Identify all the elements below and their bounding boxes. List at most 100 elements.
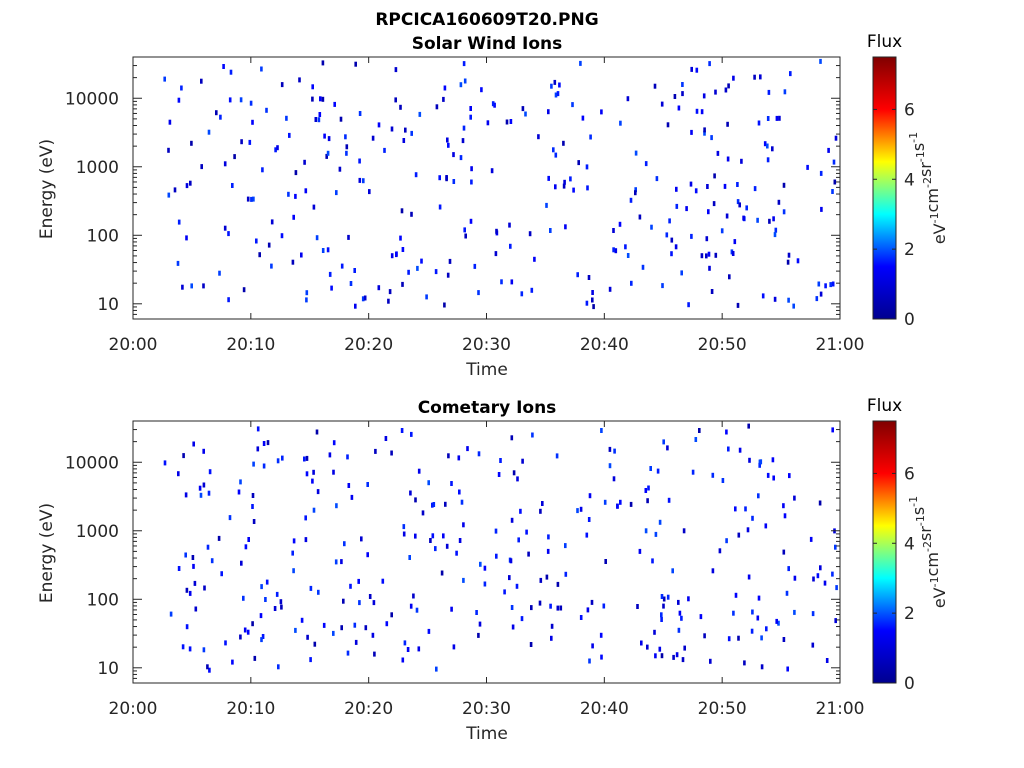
spectrogram-cell bbox=[585, 300, 589, 306]
spectrogram-cell bbox=[753, 74, 756, 80]
spectrogram-cell bbox=[681, 82, 684, 87]
spectrogram-cell bbox=[448, 258, 452, 264]
spectrogram-cell bbox=[793, 609, 796, 615]
spectrogram-cell bbox=[815, 296, 819, 302]
spectrogram-cell bbox=[658, 519, 662, 525]
spectrogram-cell bbox=[163, 76, 166, 82]
spectrogram-cell bbox=[672, 654, 675, 660]
spectrogram-cell bbox=[691, 469, 695, 475]
spectrogram-cell bbox=[270, 219, 274, 225]
spectrogram-cell bbox=[217, 535, 221, 541]
spectrogram-cell bbox=[202, 647, 206, 653]
colorbar-label: Flux bbox=[867, 396, 902, 416]
spectrogram-cell bbox=[390, 450, 393, 456]
spectrogram-cell bbox=[662, 596, 666, 602]
spectrogram-cell bbox=[725, 429, 728, 435]
spectrogram-cell bbox=[390, 612, 393, 618]
spectrogram-cell bbox=[759, 74, 762, 80]
spectrogram-cell bbox=[192, 441, 195, 447]
spectrogram-cell bbox=[275, 591, 279, 597]
panel-title: Solar Wind Ions bbox=[412, 34, 563, 54]
spectrogram-cell bbox=[200, 164, 203, 170]
spectrogram-cell bbox=[644, 528, 648, 534]
spectrogram-cell bbox=[738, 202, 741, 208]
spectrogram-cell bbox=[748, 457, 751, 463]
spectrogram-cell bbox=[528, 231, 532, 237]
spectrogram-cell bbox=[287, 191, 290, 197]
spectrogram-cell bbox=[463, 227, 466, 233]
spectrogram-cell bbox=[711, 568, 715, 574]
spectrogram-cell bbox=[332, 469, 335, 475]
spectrogram-cell bbox=[215, 110, 218, 116]
spectrogram-cell bbox=[353, 622, 357, 628]
spectrogram-cell bbox=[332, 440, 336, 446]
spectrogram-cell bbox=[321, 96, 325, 102]
spectrogram-cell bbox=[647, 485, 650, 491]
spectrogram-cell bbox=[203, 585, 206, 591]
spectrogram-cell bbox=[190, 283, 193, 289]
spectrogram-cell bbox=[783, 89, 787, 95]
spectrogram-cell bbox=[726, 156, 730, 162]
spectrogram-cell bbox=[280, 233, 284, 239]
spectrogram-cell bbox=[477, 290, 480, 296]
spectrogram-cell bbox=[626, 253, 630, 258]
spectrogram-cell bbox=[515, 583, 519, 589]
spectrogram-cell bbox=[734, 506, 737, 512]
spectrogram-cell bbox=[312, 507, 316, 513]
spectrogram-cell bbox=[508, 222, 511, 228]
spectrogram-cell bbox=[591, 643, 594, 649]
spectrogram-cell bbox=[603, 499, 607, 505]
spectrogram-cell bbox=[363, 295, 367, 301]
spectrogram-cell bbox=[742, 215, 745, 221]
spectrogram-cell bbox=[332, 630, 335, 636]
spectrogram-cell bbox=[661, 283, 664, 289]
spectrogram-cell bbox=[452, 644, 456, 650]
spectrogram-cell bbox=[252, 196, 255, 202]
spectrogram-cell bbox=[520, 616, 524, 622]
spectrogram-cell bbox=[255, 238, 258, 244]
spectrogram-cell bbox=[189, 180, 192, 186]
spectrogram-cell bbox=[834, 544, 837, 550]
spectrogram-cell bbox=[505, 119, 509, 125]
spectrogram-cell bbox=[223, 225, 227, 231]
spectrogram-cell bbox=[757, 493, 760, 499]
spectrogram-cell bbox=[228, 97, 232, 103]
spectrogram-cell bbox=[407, 269, 410, 275]
spectrogram-cell bbox=[251, 493, 255, 498]
spectrogram-cell bbox=[455, 550, 458, 556]
spectrogram-cell bbox=[366, 552, 369, 558]
spectrogram-cell bbox=[311, 96, 314, 102]
spectrogram-cell bbox=[401, 281, 404, 287]
spectrogram-cell bbox=[292, 538, 296, 544]
colorbar-tick-label: 4 bbox=[904, 534, 915, 554]
spectrogram-cell bbox=[368, 594, 372, 599]
spectrogram-cell bbox=[319, 96, 322, 102]
unit-base: cm bbox=[923, 188, 942, 212]
x-tick-label: 20:20 bbox=[344, 699, 393, 719]
spectrogram-cell bbox=[227, 297, 230, 303]
spectrogram-cell bbox=[399, 235, 402, 241]
spectrogram-cell bbox=[410, 431, 413, 437]
spectrogram-cell bbox=[202, 283, 205, 289]
spectrogram-cell bbox=[303, 456, 306, 462]
spectrogram-cell bbox=[687, 302, 690, 308]
spectrogram-cell bbox=[438, 204, 442, 210]
spectrogram-cell bbox=[650, 224, 653, 230]
spectrogram-cell bbox=[503, 589, 506, 595]
spectrogram-cell bbox=[694, 188, 698, 194]
spectrogram-cell bbox=[614, 248, 618, 254]
spectrogram-cell bbox=[256, 446, 260, 452]
spectrogram-cell bbox=[516, 476, 519, 482]
spectrogram-cell bbox=[400, 428, 404, 433]
spectrogram-cell bbox=[435, 666, 438, 672]
spectrogram-cell bbox=[539, 577, 543, 583]
spectrogram-cell bbox=[600, 428, 603, 433]
spectrogram-cell bbox=[549, 603, 552, 609]
spectrogram-cell bbox=[549, 228, 552, 233]
spectrogram-cell bbox=[833, 179, 837, 185]
spectrogram-cell bbox=[726, 121, 729, 127]
spectrogram-cell bbox=[252, 519, 256, 524]
spectrogram-cell bbox=[486, 120, 490, 126]
spectrogram-cell bbox=[590, 599, 594, 605]
spectrogram-cell bbox=[733, 239, 737, 245]
